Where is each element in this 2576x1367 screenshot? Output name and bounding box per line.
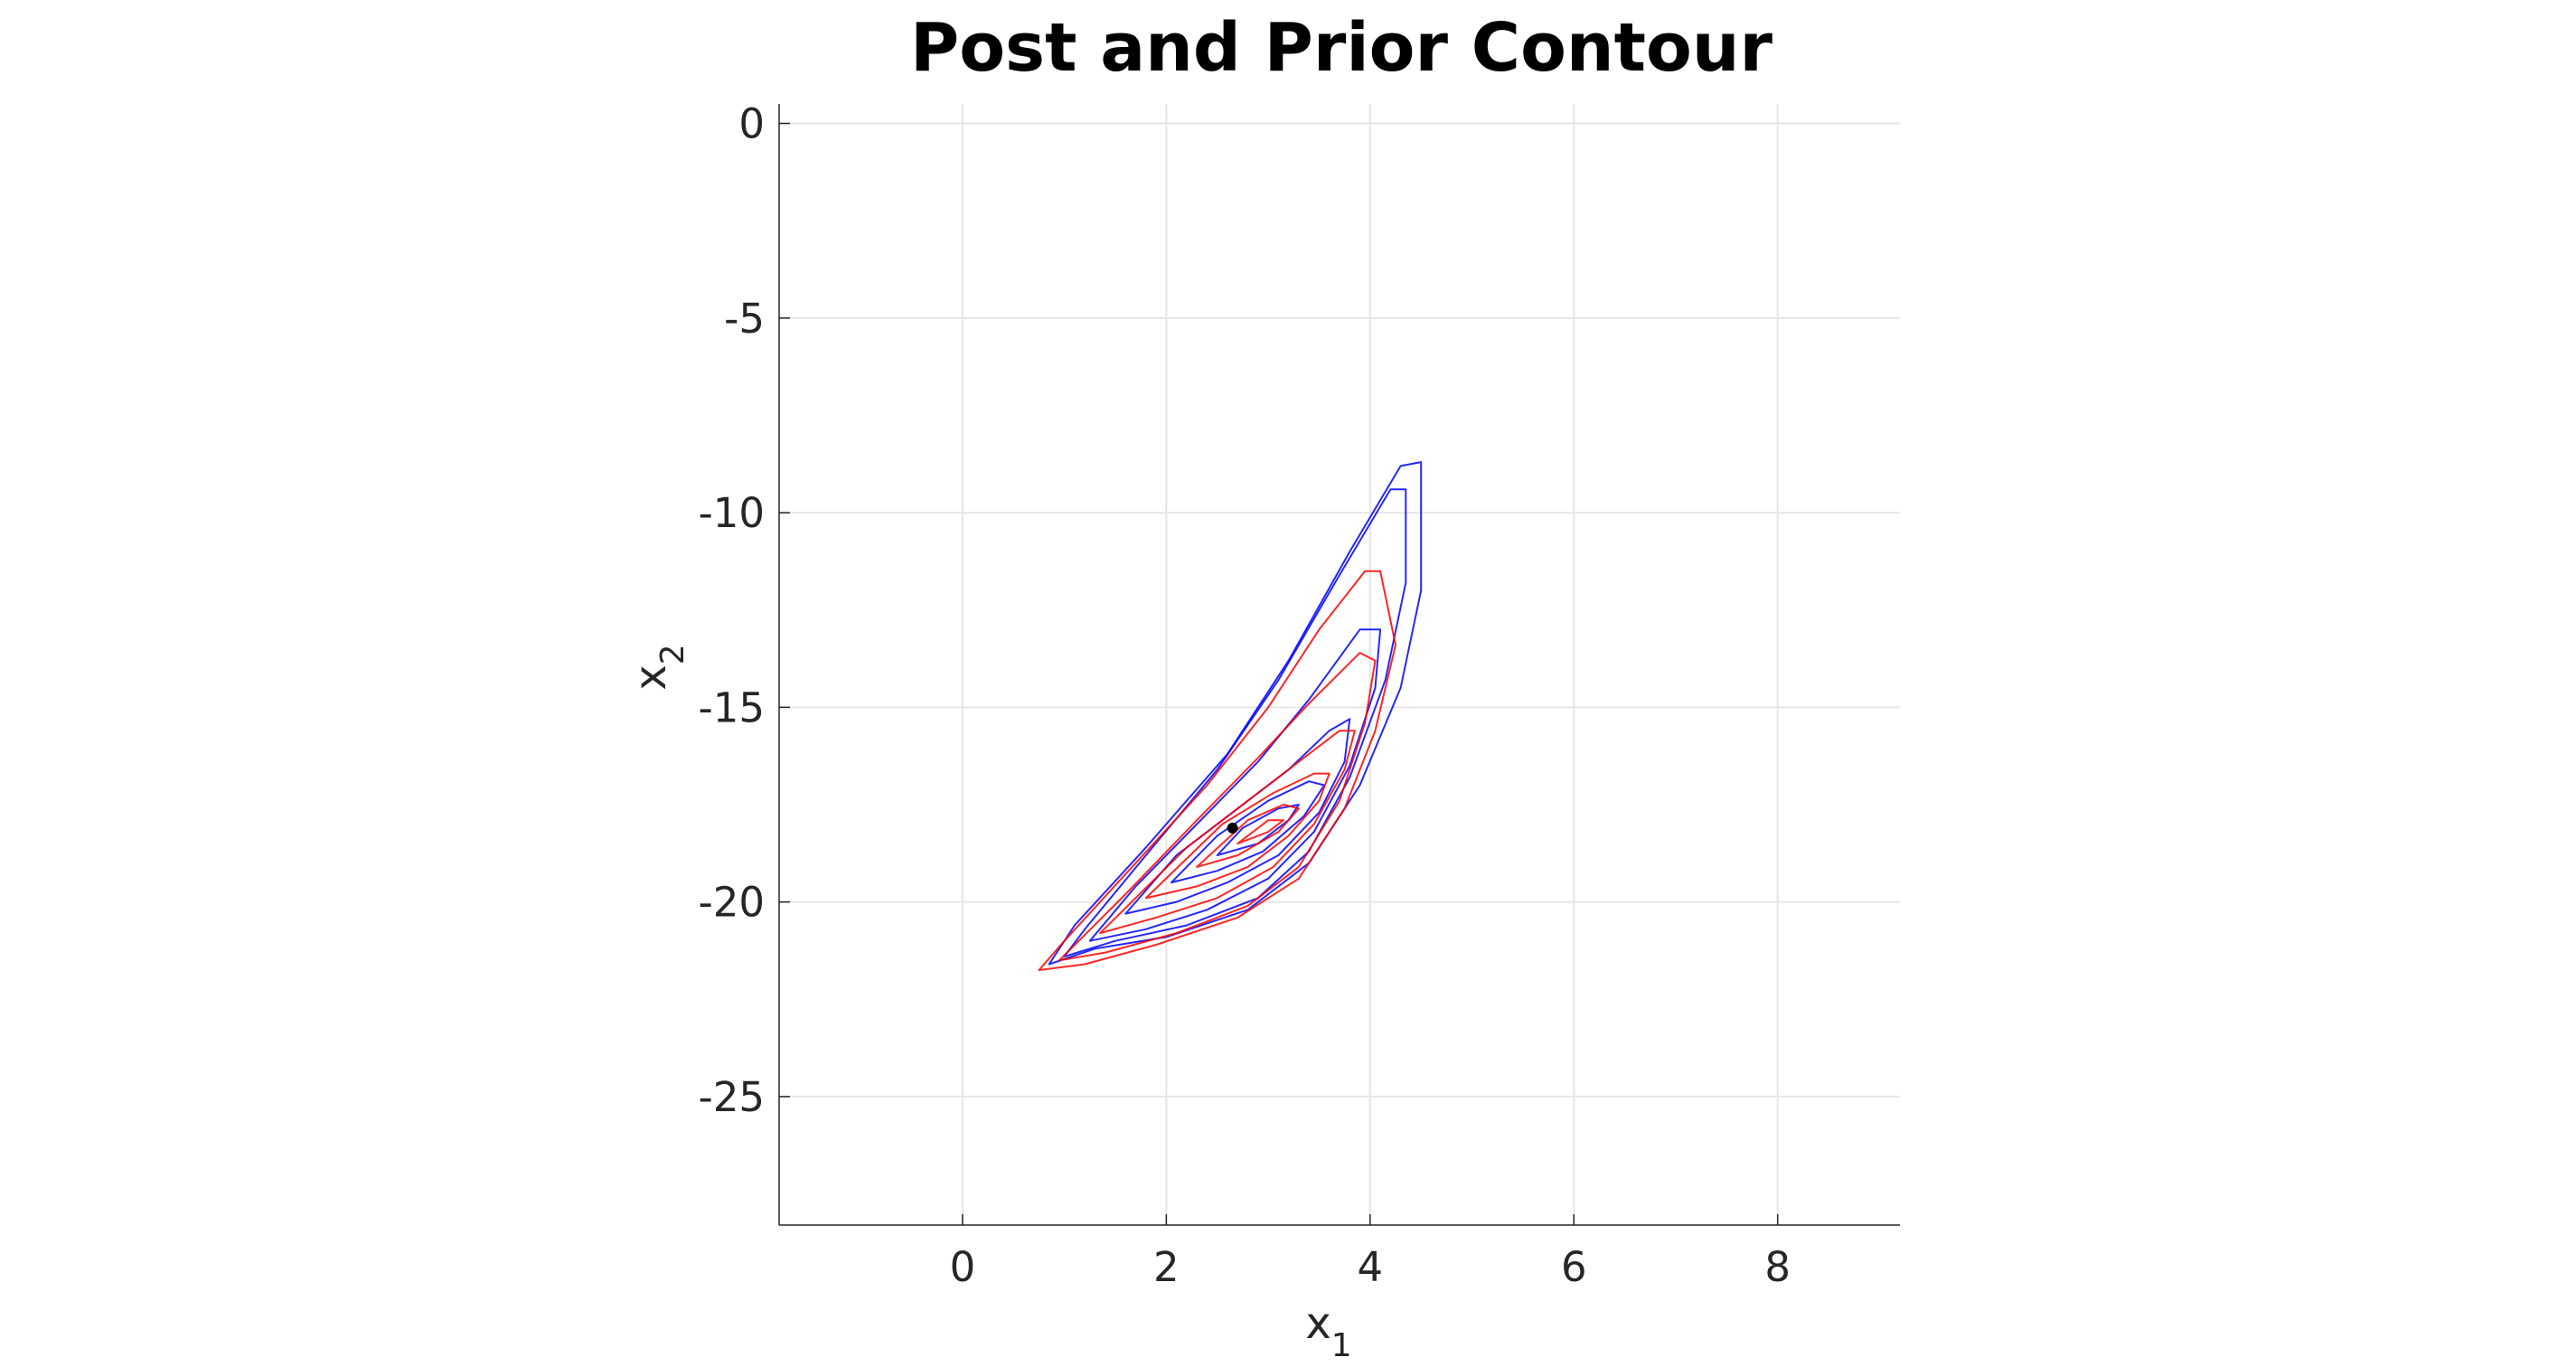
y-tick-label: 0 [738, 100, 765, 148]
y-tick-label: -25 [699, 1073, 766, 1121]
axes [778, 104, 1900, 1226]
contour-line-red [1236, 819, 1284, 845]
contour-line-red [1058, 652, 1377, 962]
contour-lines [1038, 461, 1423, 971]
x-axis-label: x1 [1305, 1298, 1351, 1364]
contour-line-blue [1063, 488, 1407, 957]
contour-line-red [1196, 804, 1300, 868]
x-tick-label: 8 [1764, 1243, 1791, 1291]
contour-line-red [1038, 570, 1396, 971]
estimate-point [1227, 822, 1238, 834]
y-axis-label: x2 [625, 644, 691, 690]
contour-line-blue [1048, 461, 1423, 966]
y-tick-label: -10 [699, 489, 766, 537]
x-tick-label: 4 [1357, 1243, 1383, 1291]
x-tick-label: 2 [1153, 1243, 1180, 1291]
chart-title: Post and Prior Contour [910, 9, 1773, 87]
grid-lines [779, 104, 1900, 1225]
x-tick-label: 6 [1561, 1243, 1587, 1291]
map-estimate-points [1227, 822, 1238, 834]
contour-line-red [1099, 730, 1356, 935]
y-tick-label: -5 [724, 295, 765, 343]
x-tick-label: 0 [950, 1243, 976, 1291]
tick-labels: 0 2 4 6 8 0 -5 -10 -15 -20 -25 [699, 100, 1791, 1291]
contour-line-red [1144, 772, 1330, 900]
y-tick-label: -15 [699, 684, 766, 731]
y-tick-label: -20 [699, 879, 766, 927]
contour-line-blue [1088, 628, 1382, 942]
